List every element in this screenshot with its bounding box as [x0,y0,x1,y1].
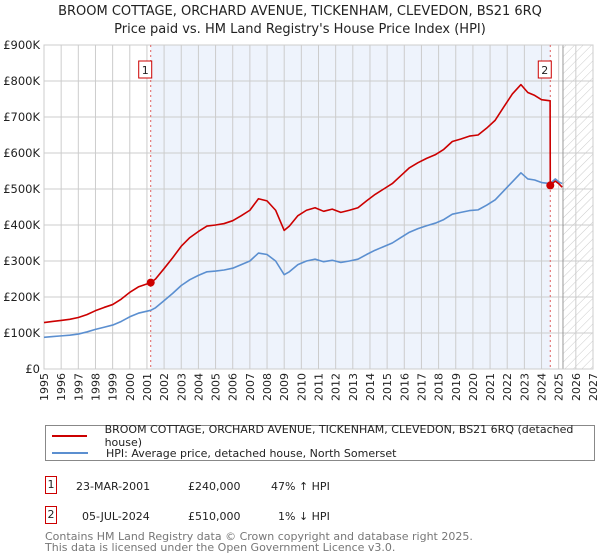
y-tick-label: £800K [3,74,40,88]
x-tick-label: 2005 [210,373,223,401]
y-tick-label: £200K [3,290,40,304]
footer-line: Contains HM Land Registry data © Crown c… [45,530,473,543]
x-tick-label: 1995 [38,373,51,401]
y-tick-label: £700K [3,110,40,124]
property-price-line [43,83,563,324]
x-tick-label: 2015 [381,373,394,401]
legend-line-property [52,435,87,437]
sale-label: 1 [142,64,149,77]
sale-point [546,181,555,190]
x-tick-label: 1997 [72,373,85,401]
y-tick-label: £900K [3,38,40,52]
price-chart: 1995 1996 1997 1998 1999 2000 2001 2002 2003 2004… [3,38,600,401]
x-tick-label: 2019 [450,373,463,401]
x-tick-label: 2021 [484,373,497,401]
y-tick-label: £300K [3,254,40,268]
x-tick-label: 1998 [89,373,102,401]
x-tick-label: 2008 [261,373,274,401]
y-tick-label: £400K [3,218,40,232]
x-tick-label: 2007 [244,373,257,401]
forecast-hatch [562,45,593,369]
x-tick-label: 2026 [570,373,583,401]
x-tick-label: 2014 [364,373,377,401]
sale-row: 2 05-JUL-2024 £510,000 1% ↓ HPI [45,506,545,526]
x-tick-label: 2002 [158,373,171,401]
x-tick-label: 2011 [313,373,326,401]
sale-row: 1 23-MAR-2001 £240,000 47% ↑ HPI [45,476,545,496]
x-tick-label: 2009 [278,373,291,401]
y-tick-label: £0 [25,362,40,376]
x-tick-label: 2017 [415,373,428,401]
x-tick-label: 2027 [587,373,600,401]
legend: BROOM COTTAGE, ORCHARD AVENUE, TICKENHAM… [45,423,595,461]
y-tick-label: £600K [3,146,40,160]
legend-line-hpi [52,452,88,454]
x-tick-label: 2018 [433,373,446,401]
x-tick-label: 2004 [192,373,205,401]
x-tick-label: 2001 [141,373,154,401]
sale-label-box [138,60,153,79]
x-tick-label: 2024 [536,373,549,401]
hpi-line [43,172,563,339]
sale-hpi-diff: 1% ↓ HPI [278,510,330,523]
x-tick-label: 2020 [467,373,480,401]
x-tick-label: 2016 [398,373,411,401]
plot-border [43,44,594,370]
sale-badge: 1 [45,476,57,494]
x-tick-label: 2025 [553,373,566,401]
sale-price: £240,000 [188,480,241,493]
sale-price: £510,000 [188,510,241,523]
footer: Contains HM Land Registry data © Crown c… [45,531,473,553]
footer-line: This data is licensed under the Open Gov… [45,541,396,554]
y-tick-label: £100K [3,326,40,340]
sale-label-box [537,60,552,79]
chart-subtitle: Price paid vs. HM Land Registry's House … [114,22,486,37]
sale-date: 05-JUL-2024 [82,510,150,523]
sale-badge: 2 [45,506,57,524]
legend-item-hpi: HPI: Average price, detached house, Nort… [52,445,396,461]
x-tick-label: 2012 [330,373,343,401]
chart-title: BROOM COTTAGE, ORCHARD AVENUE, TICKENHAM… [58,4,542,19]
x-tick-label: 2003 [175,373,188,401]
sale-point [146,278,155,287]
x-tick-label: 2010 [295,373,308,401]
legend-item-property: BROOM COTTAGE, ORCHARD AVENUE, TICKENHAM… [52,423,594,449]
x-tick-label: 2000 [124,373,137,401]
sale-date: 23-MAR-2001 [76,480,151,493]
x-tick-label: 1996 [55,373,68,401]
sale-hpi-diff: 47% ↑ HPI [271,480,330,493]
x-tick-label: 2022 [501,373,514,401]
legend-label: BROOM COTTAGE, ORCHARD AVENUE, TICKENHAM… [104,423,574,449]
sale-label: 2 [541,64,548,77]
x-tick-label: 2006 [227,373,240,401]
x-tick-label: 2013 [347,373,360,401]
x-tick-label: 2023 [518,373,531,401]
y-tick-label: £500K [3,182,40,196]
legend-label: HPI: Average price, detached house, Nort… [106,446,397,460]
x-tick-label: 1999 [107,373,120,401]
